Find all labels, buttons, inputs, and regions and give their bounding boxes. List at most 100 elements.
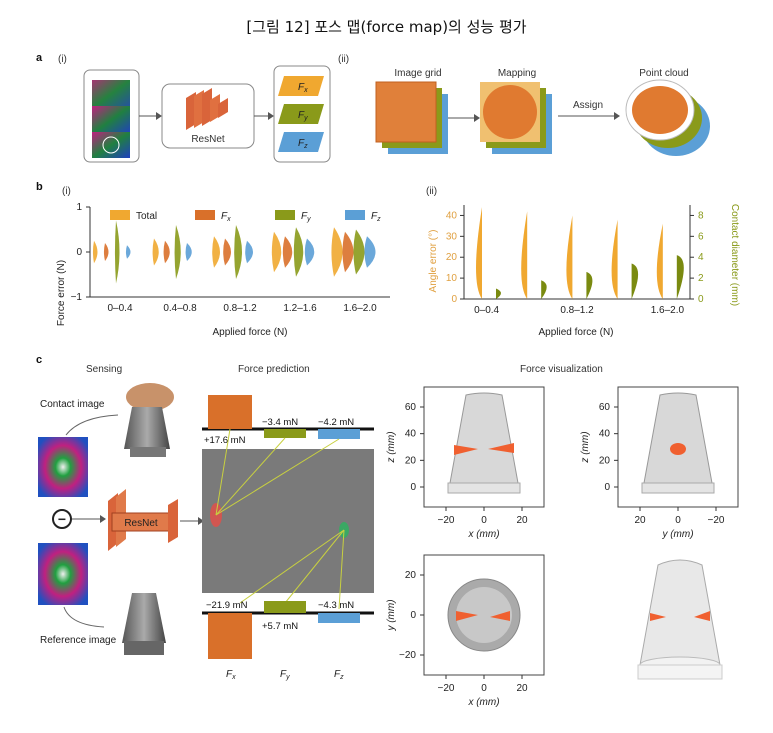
- sensing-prediction-figure: Contact image − Reference image ResNet +…: [38, 383, 374, 681]
- b2-y2tick-label: 0: [698, 294, 704, 305]
- b2-y2tick-label: 6: [698, 231, 704, 242]
- viz-ytick-label: 0: [604, 482, 610, 493]
- b1-ytick-label: 0: [76, 247, 82, 258]
- b2-violin-diameter: [541, 280, 547, 299]
- b1-violin-fz: [125, 245, 131, 259]
- b2-xtick-label: 0.8–1.2: [560, 305, 594, 316]
- viz-xlabel: x (mm): [467, 697, 499, 708]
- fy-tile: [278, 104, 324, 124]
- b2-violin-diameter: [631, 263, 639, 299]
- b1-violin-total: [331, 227, 343, 277]
- viz-xtick-label: 20: [634, 515, 646, 526]
- top-value-fz: −4.2 mN: [318, 417, 354, 428]
- angle-error-chart: Angle error (°) Contact diameter (mm) Ap…: [428, 204, 740, 338]
- axis-label-fy: Fy: [280, 669, 290, 681]
- fx-label: Fx: [298, 82, 308, 94]
- b1-violin-fy: [293, 227, 304, 277]
- reference-image-label: Reference image: [40, 635, 117, 646]
- contact-image: [38, 437, 88, 497]
- viz-xtick-label: −20: [438, 683, 455, 694]
- viz-3d-body: [639, 559, 721, 666]
- viz-ytick-label: 40: [599, 429, 611, 440]
- viz-3d-force-left: [650, 613, 666, 621]
- viz-ylabel: z (mm): [580, 431, 591, 463]
- resnet-label-c: ResNet: [124, 518, 158, 529]
- viz-xtick-label: 0: [481, 683, 487, 694]
- viz-xtick-label: −20: [708, 515, 725, 526]
- sensing-title: Sensing: [86, 364, 123, 375]
- b1-xtick-label: 0.8–1.2: [223, 303, 257, 314]
- bottom-bar-fx: [208, 613, 252, 659]
- reference-finger: [122, 593, 166, 655]
- b1-legend-swatch: [110, 210, 130, 220]
- viz-force-right: [488, 443, 514, 453]
- b2-ytick-label: 30: [446, 231, 458, 242]
- top-bar-fy: [264, 429, 306, 438]
- viz-force-left: [454, 445, 478, 455]
- b1-violin-fx: [223, 238, 231, 266]
- panel-a-sub-i: (i): [58, 54, 67, 65]
- viz-xtick-label: 20: [516, 515, 528, 526]
- b2-violin-angle: [611, 219, 618, 299]
- visualization-title: Force visualization: [520, 364, 603, 375]
- point-cloud-label: Point cloud: [639, 68, 688, 79]
- b1-violin-fx: [282, 236, 293, 268]
- b2-violin-diameter: [496, 288, 501, 299]
- b1-violin-fz: [304, 238, 315, 266]
- viz-sensor-base: [641, 482, 715, 494]
- viz-force-center: [670, 443, 686, 455]
- viz-ytick-label: 60: [405, 402, 417, 413]
- panel-a-figure: ResNet Fx Fy Fz Image grid Mapping Point…: [83, 65, 710, 163]
- fz-tile: [278, 132, 324, 152]
- b1-legend-swatch: [345, 210, 365, 220]
- panel-a-sub-ii: (ii): [338, 54, 350, 65]
- b1-violin-total: [92, 240, 98, 264]
- b2-y2tick-label: 2: [698, 273, 704, 284]
- b1-violin-fy: [234, 225, 242, 279]
- b2-ylabel-left: Angle error (°): [428, 230, 439, 293]
- resnet-icon: [186, 88, 228, 130]
- viz-plot-1: −20 0 20 60 40 20 0 x (mm) z (mm): [386, 386, 545, 540]
- viz-sensor-body: [449, 392, 519, 484]
- b1-legend-label: Fz: [371, 211, 381, 223]
- top-bar-fx: [208, 395, 252, 429]
- b2-ylabel-right: Contact diameter (mm): [729, 204, 740, 306]
- bottom-value-fy: +5.7 mN: [262, 621, 298, 632]
- viz-xtick-label: −20: [438, 515, 455, 526]
- b1-xtick-label: 0.4–0.8: [163, 303, 197, 314]
- image-tile-3: [92, 132, 130, 158]
- fx-tile: [278, 76, 324, 96]
- reference-image: [38, 543, 88, 605]
- viz-plot-3d: [637, 559, 723, 680]
- connector-lines: [215, 428, 345, 610]
- reference-arrow: [63, 606, 105, 628]
- bottom-value-fx: −21.9 mN: [206, 600, 248, 611]
- panel-b-sub-ii: (ii): [426, 186, 438, 197]
- force-output-box: [273, 65, 331, 163]
- panel-a-marker: a: [36, 52, 43, 64]
- force-visualization: −20 0 20 60 40 20 0 x (mm) z (mm) 20 0 −20 60 40 20 0 y …: [386, 386, 739, 708]
- b1-ylabel: Force error (N): [56, 260, 67, 326]
- b1-legend: Total Fx Fy Fz: [110, 210, 381, 223]
- viz-ytick-label: 20: [405, 455, 417, 466]
- panel-c-marker: c: [36, 354, 43, 366]
- b1-xlabel: Applied force (N): [212, 327, 287, 338]
- b1-legend-label: Total: [136, 211, 157, 222]
- b1-violin-fx: [342, 231, 354, 273]
- top-value-fy: −3.4 mN: [262, 417, 298, 428]
- viz-force-right: [490, 611, 510, 621]
- panel-b-marker: b: [36, 181, 43, 193]
- b1-violin-fy: [353, 229, 365, 275]
- b1-legend-swatch: [275, 210, 295, 220]
- viz-ytick-label: 40: [405, 429, 417, 440]
- b2-violin-angle: [521, 211, 528, 299]
- viz-force-left: [456, 611, 478, 621]
- viz-plot-2: 20 0 −20 60 40 20 0 y (mm) z (mm): [580, 386, 739, 540]
- b1-ytick-label: 1: [76, 202, 82, 213]
- mapping-stack: [480, 82, 552, 154]
- b2-ytick-label: 0: [451, 294, 457, 305]
- b1-legend-label: Fx: [221, 211, 231, 223]
- b2-violin-diameter: [676, 255, 684, 299]
- panel-b-sub-i: (i): [62, 186, 71, 197]
- b1-violin-fy: [174, 225, 181, 279]
